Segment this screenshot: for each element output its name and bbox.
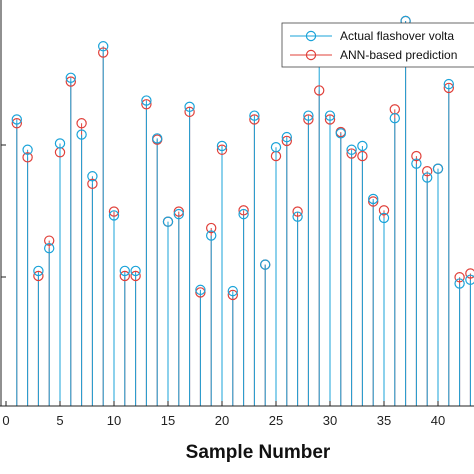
marker-actual bbox=[443, 78, 454, 90]
marker-prediction bbox=[195, 287, 206, 298]
marker-prediction bbox=[411, 150, 422, 162]
x-tick-label: 5 bbox=[56, 413, 63, 428]
x-tick-label: 40 bbox=[431, 413, 445, 428]
marker-prediction bbox=[173, 206, 184, 217]
marker-actual bbox=[195, 284, 206, 296]
marker-actual bbox=[130, 265, 141, 277]
marker-actual bbox=[324, 110, 336, 121]
marker-actual bbox=[368, 193, 379, 205]
x-tick-label: 0 bbox=[2, 413, 9, 428]
marker-prediction bbox=[184, 106, 195, 118]
marker-actual bbox=[422, 172, 433, 183]
marker-prediction bbox=[205, 222, 217, 234]
markers-group bbox=[11, 15, 474, 301]
marker-prediction bbox=[238, 205, 249, 216]
marker-prediction bbox=[44, 235, 55, 246]
marker-prediction bbox=[324, 114, 336, 125]
marker-actual bbox=[389, 112, 400, 124]
marker-prediction bbox=[443, 82, 454, 94]
marker-actual bbox=[216, 140, 228, 152]
legend-box bbox=[281, 22, 474, 68]
stems-group bbox=[16, 21, 471, 406]
axes-group bbox=[0, 0, 474, 407]
marker-actual bbox=[22, 144, 33, 155]
x-tick-label: 35 bbox=[377, 413, 391, 428]
marker-prediction bbox=[249, 114, 260, 125]
marker-prediction bbox=[378, 205, 390, 216]
marker-prediction bbox=[368, 196, 379, 207]
legend-label-actual: Actual flashover volta bbox=[340, 29, 454, 43]
marker-prediction bbox=[65, 76, 77, 87]
x-axis-title: Sample Number bbox=[186, 442, 331, 463]
marker-actual bbox=[281, 131, 292, 143]
marker-actual bbox=[151, 133, 163, 144]
marker-actual bbox=[33, 265, 44, 277]
marker-prediction bbox=[11, 118, 22, 129]
marker-actual bbox=[292, 211, 303, 222]
marker-actual bbox=[260, 259, 271, 270]
marker-actual bbox=[184, 101, 195, 113]
marker-prediction bbox=[119, 270, 131, 282]
marker-actual bbox=[141, 95, 152, 106]
marker-prediction bbox=[292, 206, 303, 217]
marker-prediction bbox=[130, 270, 141, 282]
x-tick-label: 10 bbox=[107, 413, 121, 428]
marker-actual bbox=[108, 210, 120, 221]
marker-prediction bbox=[346, 148, 357, 159]
x-tick-label: 15 bbox=[161, 413, 175, 428]
marker-prediction bbox=[357, 150, 368, 162]
marker-prediction bbox=[87, 178, 98, 190]
marker-actual bbox=[303, 110, 314, 121]
marker-prediction bbox=[303, 114, 314, 125]
marker-prediction bbox=[33, 270, 44, 282]
marker-actual bbox=[238, 208, 249, 220]
x-tick-label: 30 bbox=[323, 413, 337, 428]
marker-actual bbox=[205, 230, 217, 241]
marker-actual bbox=[54, 138, 66, 149]
marker-actual bbox=[357, 140, 368, 152]
marker-prediction bbox=[108, 206, 120, 217]
marker-actual bbox=[270, 142, 282, 153]
marker-actual bbox=[76, 129, 87, 140]
legend-label-prediction: ANN-based prediction bbox=[340, 48, 457, 62]
marker-actual bbox=[454, 278, 465, 289]
marker-actual bbox=[249, 110, 260, 121]
marker-actual bbox=[346, 144, 357, 155]
legend: Actual flashover volta ANN-based predict… bbox=[281, 22, 474, 68]
marker-actual bbox=[335, 128, 346, 139]
marker-actual bbox=[44, 243, 55, 254]
marker-prediction bbox=[281, 135, 292, 147]
marker-prediction bbox=[141, 99, 152, 110]
marker-prediction bbox=[22, 152, 33, 163]
x-tick-label: 25 bbox=[269, 413, 283, 428]
marker-actual bbox=[173, 208, 184, 220]
marker-actual bbox=[227, 285, 238, 297]
x-tick-label: 20 bbox=[215, 413, 229, 428]
marker-actual bbox=[11, 114, 22, 125]
marker-actual bbox=[97, 41, 109, 52]
marker-prediction bbox=[314, 85, 325, 96]
marker-actual bbox=[87, 171, 98, 182]
marker-actual bbox=[378, 212, 390, 224]
legend-marker-prediction bbox=[305, 49, 317, 61]
marker-prediction bbox=[216, 144, 228, 155]
marker-actual bbox=[411, 158, 422, 169]
x-ticks-group: 0 5 10 15 20 25 30 35 40 bbox=[2, 401, 445, 428]
marker-prediction bbox=[454, 272, 465, 283]
legend-marker-actual bbox=[305, 30, 317, 42]
marker-actual bbox=[65, 72, 77, 84]
marker-prediction bbox=[465, 268, 474, 279]
marker-actual bbox=[119, 265, 131, 277]
marker-actual bbox=[162, 216, 174, 227]
marker-prediction bbox=[227, 289, 238, 301]
marker-prediction bbox=[97, 47, 109, 58]
marker-prediction bbox=[422, 166, 433, 177]
marker-actual bbox=[432, 163, 444, 174]
marker-prediction bbox=[76, 118, 87, 129]
marker-actual bbox=[465, 274, 474, 285]
